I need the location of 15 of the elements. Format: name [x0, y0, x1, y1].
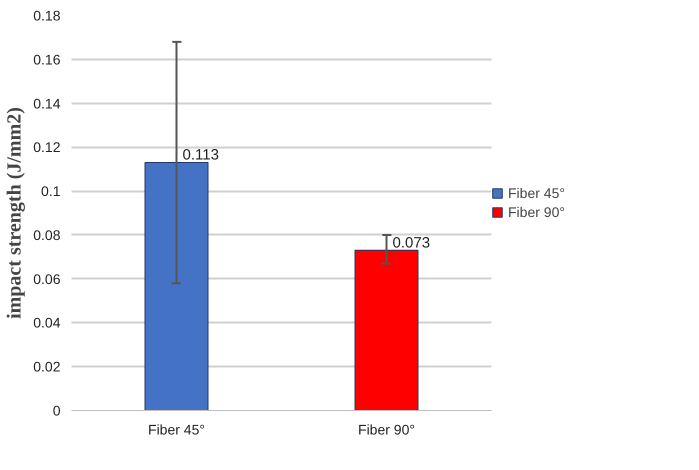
y-tick-label: 0.02	[33, 358, 61, 375]
y-tick-label: 0.04	[33, 314, 61, 331]
data-label: 0.073	[392, 234, 430, 252]
y-tick-label: 0.18	[33, 8, 61, 24]
data-label: 0.113	[182, 146, 219, 164]
legend-label: Fiber 45°	[508, 185, 565, 201]
y-tick-label: 0.16	[33, 51, 61, 68]
y-tick-label: 0.06	[33, 270, 61, 287]
y-axis-title: impact strength (J/mm2)	[3, 107, 26, 319]
legend-label: Fiber 90°	[508, 204, 565, 220]
y-tick-label: 0	[52, 402, 61, 418]
y-tick-label: 0.12	[33, 139, 61, 156]
y-tick-label: 0.1	[41, 183, 61, 200]
y-tick-label: 0.08	[33, 226, 61, 243]
y-tick-label: 0.14	[33, 95, 61, 112]
